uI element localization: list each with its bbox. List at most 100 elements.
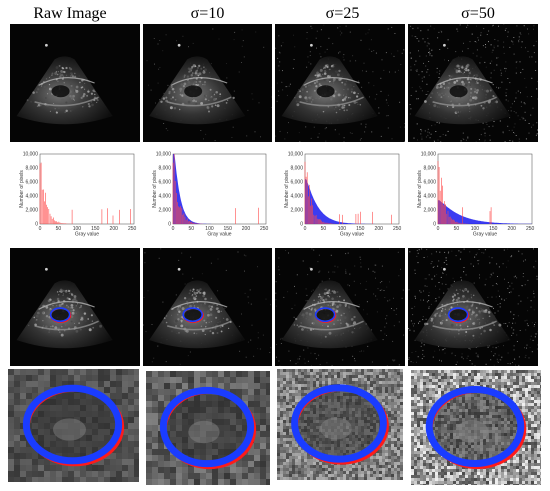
tissue-speckle: [163, 317, 166, 319]
texture-cell: [361, 462, 364, 465]
texture-cell: [385, 396, 388, 399]
texture-cell: [194, 371, 200, 377]
tissue-speckle: [57, 80, 59, 83]
noise-speckle: [360, 258, 362, 260]
noise-speckle: [503, 249, 505, 251]
noise-speckle: [365, 123, 367, 125]
texture-cell: [361, 468, 364, 471]
texture-cell: [122, 465, 128, 471]
tissue-speckle: [472, 309, 476, 312]
texture-cell: [304, 393, 307, 396]
noise-speckle: [445, 283, 447, 285]
noise-speckle: [507, 260, 509, 262]
noise-speckle: [497, 360, 499, 362]
texture-cell: [260, 383, 266, 389]
texture-cell: [394, 447, 397, 450]
tissue-speckle: [345, 80, 348, 83]
noise-speckle: [279, 52, 281, 54]
noise-speckle: [383, 69, 385, 71]
tissue-speckle: [171, 96, 175, 99]
texture-cell: [277, 369, 280, 372]
noise-speckle: [212, 28, 214, 30]
noise-speckle: [332, 271, 334, 273]
tissue-speckle: [65, 66, 68, 70]
noise-speckle: [529, 347, 531, 348]
texture-cell: [80, 381, 86, 387]
texture-cell: [373, 390, 376, 393]
noise-speckle: [275, 47, 277, 49]
texture-cell: [319, 372, 322, 375]
noise-speckle: [178, 259, 180, 261]
noise-speckle: [418, 249, 420, 251]
texture-cell: [316, 375, 319, 378]
texture-cell: [38, 459, 44, 465]
tissue-speckle: [67, 289, 71, 293]
texture-cell: [62, 477, 68, 482]
texture-cell: [379, 447, 382, 450]
cavity: [184, 85, 203, 98]
texture-cell: [212, 473, 218, 479]
texture-cell: [283, 393, 286, 396]
texture-cell: [20, 387, 26, 393]
texture-cell: [283, 402, 286, 405]
texture-cell: [134, 453, 139, 459]
noise-speckle: [299, 355, 301, 357]
texture-cell: [92, 375, 98, 381]
texture-cell: [254, 479, 260, 485]
x-tick-label: 0: [304, 226, 307, 232]
texture-cell: [280, 381, 283, 384]
texture-cell: [224, 371, 230, 377]
noise-speckle: [505, 298, 507, 300]
texture-cell: [8, 471, 14, 477]
texture-cell: [80, 375, 86, 381]
noise-speckle: [339, 51, 341, 53]
texture-cell: [400, 393, 403, 396]
tissue-speckle: [42, 320, 44, 322]
texture-cell: [8, 459, 14, 465]
texture-cell: [382, 453, 385, 456]
texture-cell: [400, 450, 403, 453]
texture-cell: [298, 396, 301, 399]
tissue-speckle: [193, 305, 195, 307]
noise-speckle: [258, 102, 260, 104]
noise-speckle: [419, 86, 421, 88]
texture-cell: [388, 399, 391, 402]
texture-cell: [394, 405, 397, 408]
texture-cell: [92, 465, 98, 471]
noise-speckle: [427, 93, 429, 95]
noise-speckle: [309, 55, 311, 56]
x-tick-label: 100: [73, 226, 82, 232]
texture-cell: [304, 369, 307, 372]
texture-cell: [400, 432, 403, 435]
tissue-speckle: [313, 89, 316, 92]
noise-speckle: [451, 250, 453, 252]
texture-cell: [14, 423, 20, 429]
texture-cell: [242, 473, 248, 479]
noise-speckle: [438, 345, 439, 347]
texture-cell: [385, 468, 388, 471]
texture-cell: [376, 453, 379, 456]
tissue-speckle: [216, 304, 218, 307]
noise-speckle: [416, 70, 418, 72]
texture-cell: [361, 384, 364, 387]
tissue-speckle: [61, 98, 64, 102]
noise-speckle: [415, 351, 417, 352]
tissue-speckle: [450, 323, 454, 327]
tissue-speckle: [74, 72, 76, 75]
texture-cell: [295, 462, 298, 465]
noise-speckle: [416, 255, 418, 257]
texture-cell: [254, 419, 260, 425]
texture-cell: [313, 387, 316, 390]
noise-speckle: [413, 325, 414, 327]
noise-speckle: [355, 60, 357, 62]
texture-cell: [224, 377, 230, 383]
texture-cell: [361, 378, 364, 381]
texture-cell: [236, 467, 242, 473]
texture-cell: [397, 402, 400, 405]
tissue-speckle: [79, 306, 82, 308]
noise-speckle: [317, 261, 319, 263]
noise-speckle: [165, 361, 167, 363]
noise-speckle: [501, 356, 503, 358]
noise-speckle: [339, 30, 341, 32]
tissue-speckle: [306, 100, 308, 102]
